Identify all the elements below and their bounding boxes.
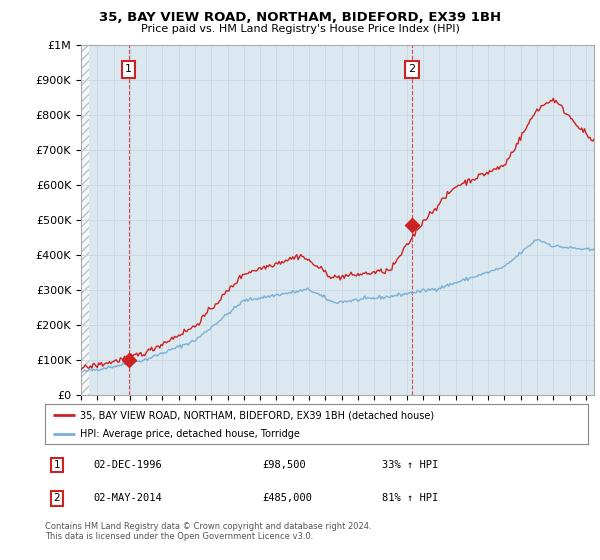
Text: HPI: Average price, detached house, Torridge: HPI: Average price, detached house, Torr… bbox=[80, 429, 300, 439]
Text: 33% ↑ HPI: 33% ↑ HPI bbox=[382, 460, 438, 470]
Text: 35, BAY VIEW ROAD, NORTHAM, BIDEFORD, EX39 1BH (detached house): 35, BAY VIEW ROAD, NORTHAM, BIDEFORD, EX… bbox=[80, 410, 434, 420]
Text: £485,000: £485,000 bbox=[262, 493, 312, 503]
Text: 1: 1 bbox=[125, 64, 132, 74]
Text: 1: 1 bbox=[53, 460, 60, 470]
Text: Price paid vs. HM Land Registry's House Price Index (HPI): Price paid vs. HM Land Registry's House … bbox=[140, 24, 460, 34]
Text: 2: 2 bbox=[409, 64, 416, 74]
Text: 35, BAY VIEW ROAD, NORTHAM, BIDEFORD, EX39 1BH: 35, BAY VIEW ROAD, NORTHAM, BIDEFORD, EX… bbox=[99, 11, 501, 24]
Text: 02-MAY-2014: 02-MAY-2014 bbox=[94, 493, 163, 503]
Text: 02-DEC-1996: 02-DEC-1996 bbox=[94, 460, 163, 470]
Text: Contains HM Land Registry data © Crown copyright and database right 2024.
This d: Contains HM Land Registry data © Crown c… bbox=[45, 522, 371, 542]
Text: 2: 2 bbox=[53, 493, 60, 503]
Text: 81% ↑ HPI: 81% ↑ HPI bbox=[382, 493, 438, 503]
Text: £98,500: £98,500 bbox=[262, 460, 306, 470]
